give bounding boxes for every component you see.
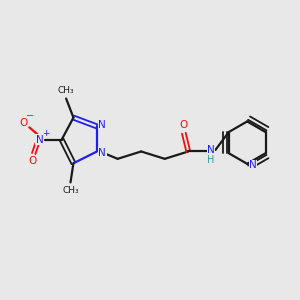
Text: O: O bbox=[28, 156, 36, 166]
Text: −: − bbox=[26, 111, 34, 121]
Text: N: N bbox=[98, 120, 106, 130]
Text: H: H bbox=[207, 155, 214, 165]
Text: N: N bbox=[98, 148, 106, 158]
Text: +: + bbox=[42, 129, 50, 138]
Text: O: O bbox=[19, 118, 28, 128]
Text: N: N bbox=[249, 160, 257, 170]
Text: CH₃: CH₃ bbox=[62, 186, 79, 195]
Text: O: O bbox=[179, 120, 188, 130]
Text: N: N bbox=[207, 145, 215, 155]
Text: CH₃: CH₃ bbox=[58, 86, 74, 95]
Text: N: N bbox=[36, 135, 43, 145]
